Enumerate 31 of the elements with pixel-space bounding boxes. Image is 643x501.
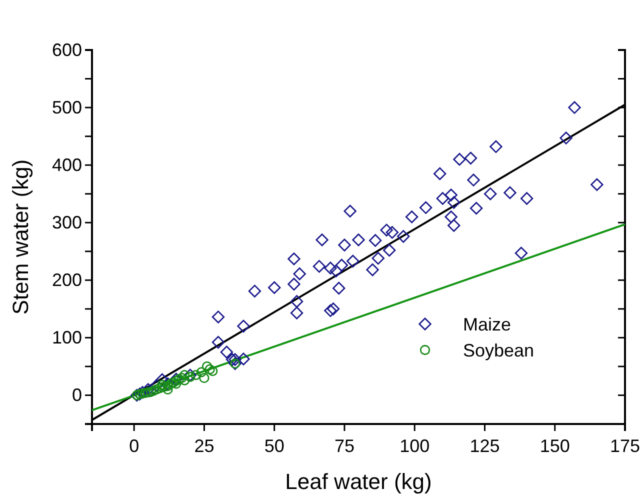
point xyxy=(196,367,206,378)
x-tick-label: 25 xyxy=(194,436,214,456)
x-tick-label: 0 xyxy=(129,436,140,456)
x-tick-label: 175 xyxy=(610,436,640,456)
y-tick-label: 500 xyxy=(52,97,82,118)
y-tick-label: 200 xyxy=(52,270,82,290)
point xyxy=(180,370,190,380)
point xyxy=(190,370,201,380)
point xyxy=(180,375,190,386)
x-tick-label: 75 xyxy=(334,436,354,456)
point xyxy=(157,380,168,390)
point xyxy=(199,372,210,384)
x-axis-title: Leaf water (kg) xyxy=(285,469,432,494)
point xyxy=(202,361,212,372)
point xyxy=(162,384,173,395)
y-tick-label: 400 xyxy=(52,154,82,175)
x-tick-label: 50 xyxy=(264,436,284,456)
y-tick-label: 300 xyxy=(52,212,82,232)
point xyxy=(185,372,196,382)
y-tick-label: 100 xyxy=(52,327,82,348)
y-tick-label: 600 xyxy=(52,40,82,60)
x-tick-label: 125 xyxy=(470,436,500,456)
y-tick-label: 0 xyxy=(72,384,82,405)
legend-label: Soybean xyxy=(463,340,534,360)
legend-label: Maize xyxy=(463,314,512,334)
point xyxy=(208,366,218,376)
point xyxy=(204,364,215,374)
x-tick-label: 100 xyxy=(400,436,430,456)
y-axis-title: Stem water (kg) xyxy=(8,159,33,315)
point xyxy=(137,388,148,399)
x-tick-label: 150 xyxy=(540,436,570,456)
